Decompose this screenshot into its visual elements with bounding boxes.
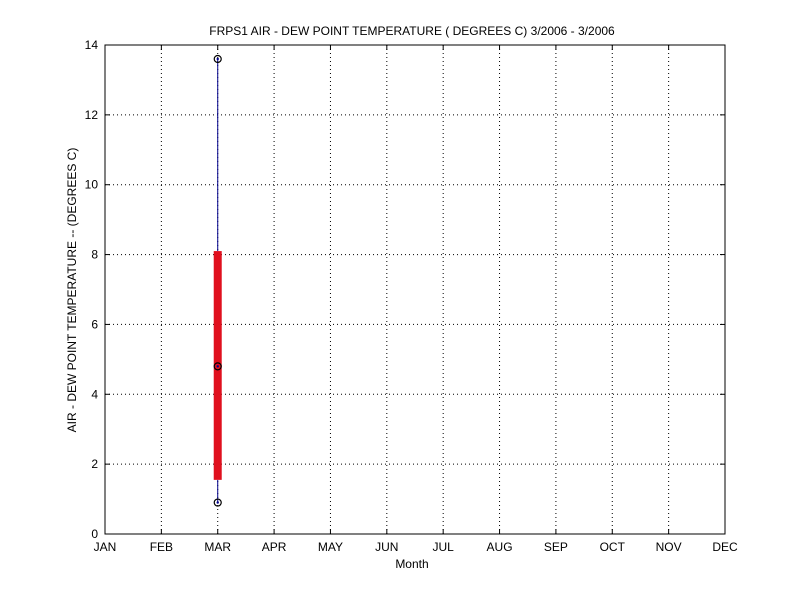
x-tick-label: MAY	[318, 540, 343, 554]
y-tick-label: 12	[85, 108, 99, 122]
y-tick-label: 4	[91, 387, 98, 401]
x-tick-label: DEC	[712, 540, 738, 554]
x-tick-label: SEP	[544, 540, 568, 554]
min-marker	[213, 498, 222, 507]
max-marker	[213, 54, 222, 64]
median-marker	[213, 362, 222, 371]
x-axis-label: Month	[395, 557, 428, 571]
x-tick-label: JUL	[433, 540, 455, 554]
max-marker-ring	[213, 54, 222, 64]
y-tick-label: 8	[91, 248, 98, 262]
grid-lines	[105, 45, 725, 534]
x-tick-label: APR	[262, 540, 287, 554]
x-tick-label: AUG	[487, 540, 513, 554]
x-tick-label: JAN	[94, 540, 117, 554]
max-marker-dot	[216, 57, 219, 61]
y-axis-label: AIR - DEW POINT TEMPERATURE -- (DEGREES …	[65, 148, 79, 433]
median-marker-ring	[213, 362, 222, 371]
y-tick-label: 10	[85, 178, 99, 192]
axis-ticks: JAN FEB MAR APR MAY JUN JUL AUG SEP OCT NOV DEC 0 2 4 6…	[85, 38, 738, 554]
plot-frame	[104, 44, 726, 535]
chart-title: FRPS1 AIR - DEW POINT TEMPERATURE ( DEGR…	[209, 24, 615, 38]
y-tick-label: 6	[91, 317, 98, 331]
y-tick-label: 2	[91, 457, 98, 471]
x-tick-label: MAR	[204, 540, 231, 554]
plot-area-background	[105, 45, 725, 534]
x-tick-label: NOV	[656, 540, 682, 554]
min-marker-dot	[216, 501, 219, 504]
y-tick-label: 0	[91, 527, 98, 541]
x-tick-label: OCT	[600, 540, 626, 554]
x-tick-label: JUN	[375, 540, 398, 554]
x-tick-label: FEB	[150, 540, 173, 554]
box-plot-marks	[213, 54, 222, 507]
y-tick-label: 14	[85, 38, 99, 52]
median-marker-dot	[216, 365, 219, 368]
min-marker-ring	[213, 498, 222, 507]
